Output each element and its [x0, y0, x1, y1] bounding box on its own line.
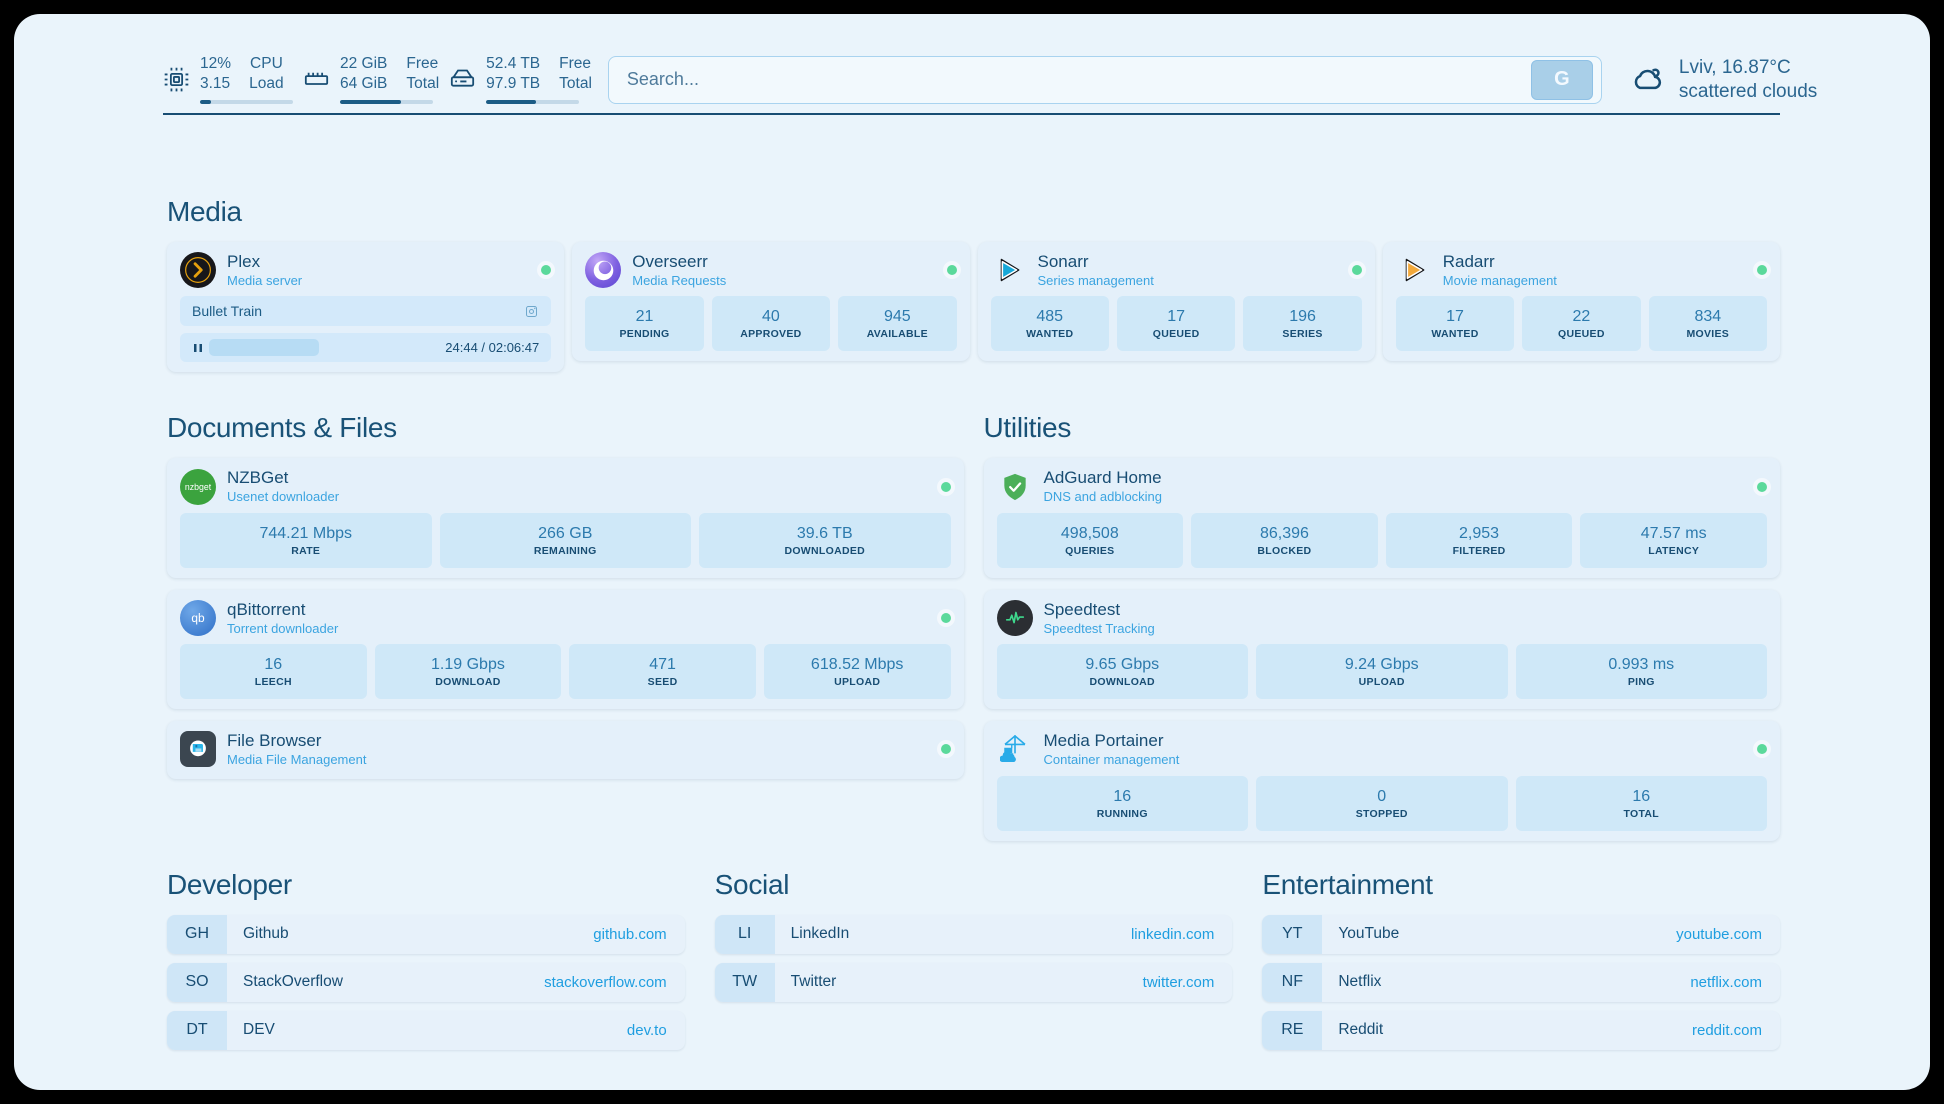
svg-text:nzbget: nzbget: [185, 481, 212, 491]
svg-text:qb: qb: [191, 611, 205, 625]
